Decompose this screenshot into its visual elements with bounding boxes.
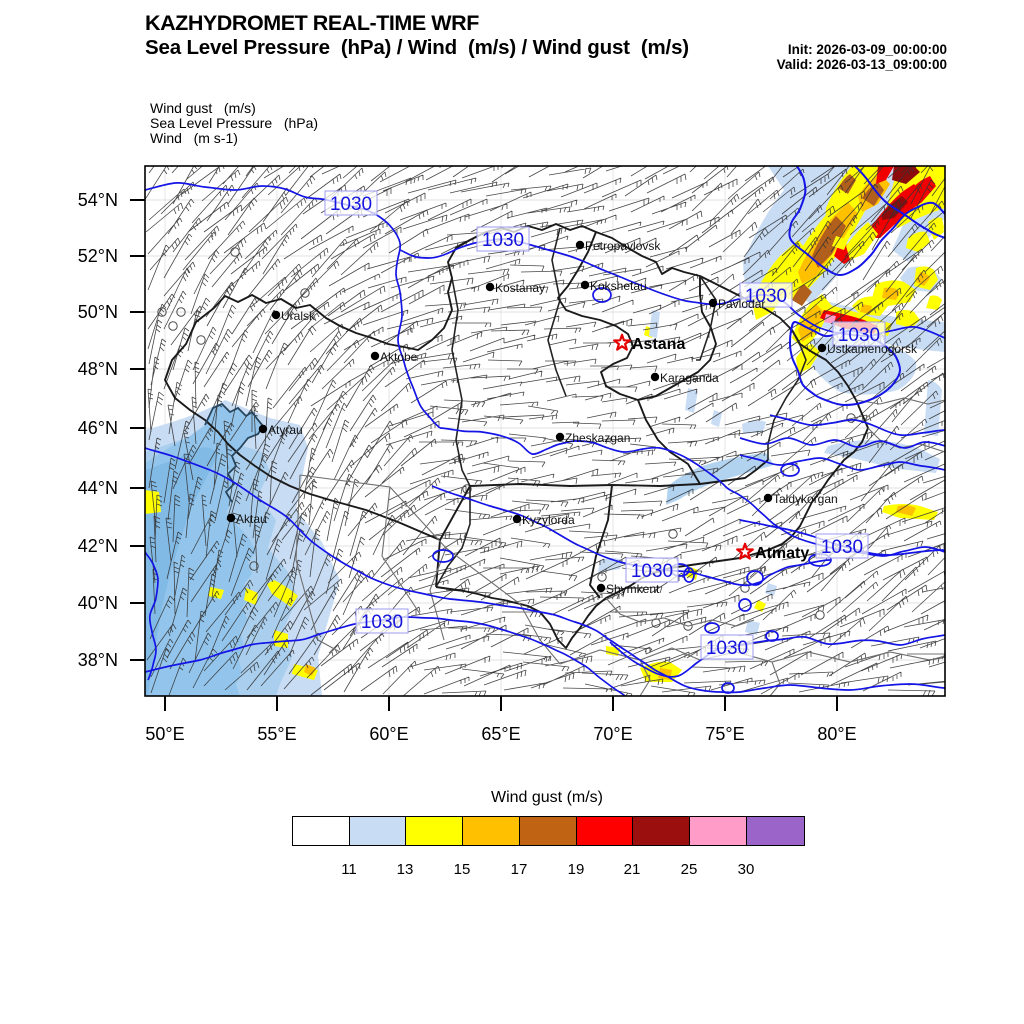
svg-text:Atyrau: Atyrau <box>268 423 303 437</box>
svg-text:Kyzylorda: Kyzylorda <box>522 513 575 527</box>
svg-text:Atmaty: Atmaty <box>755 545 809 562</box>
svg-text:1030: 1030 <box>821 537 863 558</box>
svg-text:Aktau: Aktau <box>236 512 267 526</box>
svg-text:Ustkamenogorsk: Ustkamenogorsk <box>827 342 918 356</box>
svg-text:1030: 1030 <box>745 286 787 307</box>
svg-text:Kostanay: Kostanay <box>495 281 545 295</box>
svg-text:Petropavlovsk: Petropavlovsk <box>585 239 661 253</box>
svg-text:1030: 1030 <box>330 194 372 215</box>
svg-text:Kokshetau: Kokshetau <box>590 279 647 293</box>
svg-text:Zheskazgan: Zheskazgan <box>565 431 630 445</box>
svg-text:Uralsk: Uralsk <box>281 309 316 323</box>
svg-text:1030: 1030 <box>361 612 403 633</box>
svg-text:Karaganda: Karaganda <box>660 371 719 385</box>
svg-text:Taldykorgan: Taldykorgan <box>773 492 838 506</box>
svg-text:1030: 1030 <box>631 561 673 582</box>
svg-text:Aktobe: Aktobe <box>380 350 418 364</box>
svg-text:1030: 1030 <box>706 638 748 659</box>
svg-text:Shymkent: Shymkent <box>606 582 660 596</box>
svg-text:1030: 1030 <box>482 230 524 251</box>
svg-text:Pavlodar: Pavlodar <box>718 297 765 311</box>
svg-text:1030: 1030 <box>838 325 880 346</box>
svg-text:Astana: Astana <box>632 336 685 353</box>
